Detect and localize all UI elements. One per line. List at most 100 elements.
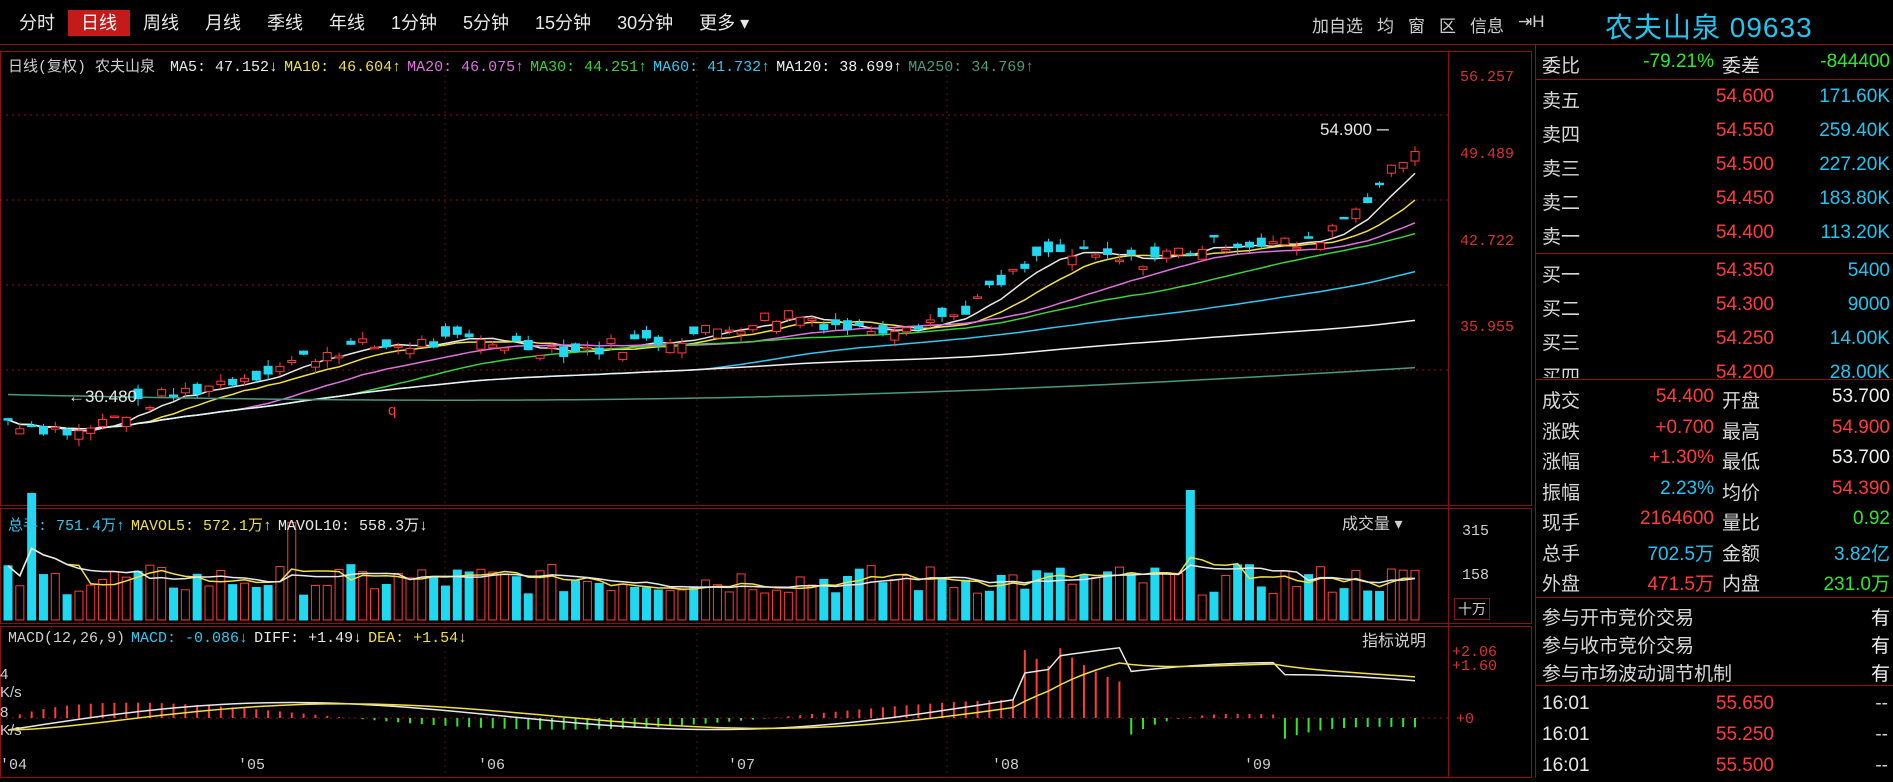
period-tab[interactable]: 月线: [205, 13, 241, 33]
tick-time: 16:01: [1542, 693, 1590, 714]
kline-legend-title: 日线(复权) 农夫山泉: [8, 59, 156, 76]
volume-bar: [346, 564, 356, 621]
volume-bar: [1114, 566, 1124, 621]
toolbar-tool[interactable]: 区: [1439, 17, 1456, 36]
candle-body: [86, 427, 96, 434]
volume-bar: [665, 590, 675, 621]
stat-row: 总手 702.5万 金额 3.82亿: [1536, 535, 1893, 567]
volume-bar: [795, 576, 805, 621]
volume-bar: [464, 571, 474, 621]
stat-row-v1: +0.700: [1655, 416, 1714, 438]
volume-bar: [854, 568, 864, 621]
macd-help-link[interactable]: 指标说明: [1362, 633, 1427, 650]
candle-body: [984, 280, 994, 286]
legend-item: MA250: 34.769↑: [908, 59, 1035, 76]
event-marker: q: [388, 402, 396, 419]
volume-bar: [3, 565, 13, 621]
period-tabs: 分时 日线 周线 月线 季线 年线 1分钟 5分钟 15分钟 30分钟 更多 ▾: [6, 10, 762, 36]
stat-row-lab: 成交: [1542, 391, 1581, 412]
left-edge-label: 4: [0, 666, 9, 683]
volume-bar: [760, 592, 770, 621]
volume-bar: [1138, 582, 1148, 621]
volume-bar: [239, 582, 249, 621]
period-tab[interactable]: 分时: [19, 13, 55, 33]
period-tab[interactable]: 1分钟: [391, 13, 438, 33]
volume-bar: [866, 565, 876, 621]
candle-body: [748, 325, 758, 331]
volume-bar: [204, 585, 214, 621]
bid-row-v2: 28.00K: [1829, 362, 1890, 378]
stat-row-lab2: 均价: [1722, 482, 1761, 504]
stat-row-v2: 54.900: [1831, 416, 1890, 438]
stat-row: 成交 54.400 开盘 53.700: [1536, 382, 1893, 414]
legend-item: DEA: +1.54↓: [368, 630, 468, 647]
volume-unit-label: 十万: [1454, 598, 1490, 620]
tick-volume: --: [1875, 693, 1888, 714]
volume-bar: [890, 579, 900, 621]
stat-row-v2: 53.700: [1831, 447, 1890, 468]
period-tab[interactable]: 5分钟: [463, 13, 510, 33]
stat-row-lab: 现手: [1542, 513, 1581, 534]
stat-row-v1: 54.400: [1655, 386, 1714, 407]
market-flag-row: 参与开市竞价交易 有: [1536, 601, 1893, 629]
candle-body: [322, 352, 332, 362]
stat-row-lab2: 金额: [1722, 543, 1761, 565]
left-edge-label: K/s: [0, 722, 22, 739]
toolbar-tool[interactable]: 加自选: [1312, 17, 1363, 36]
volume-bar: [500, 573, 510, 621]
candle-body: [239, 377, 249, 382]
left-edge-label: 8: [0, 704, 9, 721]
volume-pane[interactable]: [0, 508, 1532, 624]
stat-row-v1: 2164600: [1640, 508, 1714, 529]
kline-pane[interactable]: [0, 51, 1532, 506]
period-tab[interactable]: 日线: [68, 10, 130, 36]
flag-value: 有: [1870, 636, 1890, 657]
toolbar-tool[interactable]: 均: [1377, 17, 1394, 36]
tick-row: 16:01 55.650 --: [1536, 690, 1893, 720]
chart-area[interactable]: 54.900 ─ ←30.480 q 日线(复权) 农夫山泉 MA5: 47.152…: [0, 45, 1532, 778]
volume-bar: [961, 579, 971, 621]
candle-body: [228, 378, 238, 386]
weibi-row: 委比 -79.21% 委差 -844400: [1536, 47, 1893, 79]
stat-row-v2: 53.700: [1831, 386, 1890, 407]
candle-body: [1244, 241, 1254, 248]
high-annotation: 54.900 ─: [1320, 120, 1390, 139]
volume-bar: [630, 586, 640, 621]
candle-body: [1020, 263, 1030, 269]
volume-bar: [1280, 570, 1290, 621]
volume-bar: [417, 569, 427, 621]
stock-title: 农夫山泉 09633: [1605, 12, 1813, 43]
period-tab[interactable]: 季线: [267, 13, 303, 33]
volume-bar: [1268, 592, 1278, 621]
volume-bar: [62, 594, 72, 621]
toolbar-tool[interactable]: 信息: [1470, 17, 1504, 36]
stat-row-lab2: 最高: [1722, 421, 1761, 443]
volume-bar: [452, 569, 462, 621]
stat-row: 涨跌 +0.700 最高 54.900: [1536, 413, 1893, 445]
volume-bar: [641, 587, 651, 621]
candle-body: [1386, 164, 1396, 174]
candle-body: [1327, 225, 1337, 232]
time-axis-label: '09: [1244, 757, 1272, 774]
candle-body: [50, 426, 60, 430]
stat-row: 外盘 471.5万 内盘 231.0万: [1536, 565, 1893, 597]
toolbar-tool[interactable]: ⇥H: [1518, 12, 1545, 31]
period-tab[interactable]: 年线: [329, 13, 365, 33]
candle-body: [500, 347, 510, 351]
period-tab[interactable]: 15分钟: [535, 13, 592, 33]
period-tab[interactable]: 周线: [143, 13, 179, 33]
volume-indicator-select[interactable]: 成交量 ▾: [1342, 516, 1403, 533]
candle-body: [1126, 249, 1136, 256]
candle-body: [842, 320, 852, 330]
dea-line: [7, 662, 1416, 731]
candle-body: [795, 316, 805, 326]
period-tab[interactable]: 30分钟: [617, 13, 674, 33]
tick-price: 55.650: [1715, 693, 1774, 714]
candle-body: [358, 338, 368, 343]
toolbar-tool[interactable]: 窗: [1408, 17, 1425, 36]
volume-bar: [86, 584, 96, 621]
volume-bar: [878, 582, 888, 621]
volume-bar: [677, 589, 687, 621]
weibi-row-v1: -79.21%: [1643, 51, 1714, 72]
period-tab[interactable]: 更多 ▾: [699, 13, 750, 33]
